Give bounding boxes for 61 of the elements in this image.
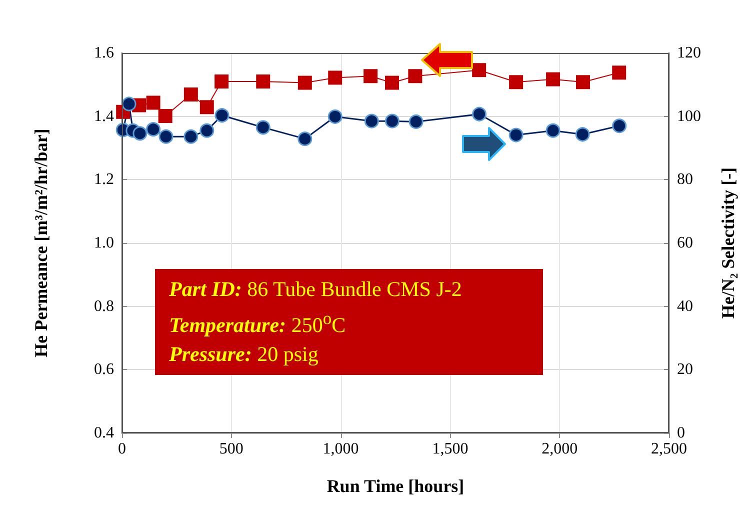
annotation: Temperature: 250$^{o}$C: [169, 308, 346, 337]
point: [158, 129, 174, 144]
point: [256, 120, 270, 135]
annotation: Pressure: 20 psig: [169, 342, 318, 366]
x-tick-label: 1,500: [432, 440, 468, 458]
point: [546, 72, 560, 86]
annotation: Part ID: 86 Tube Bundle CMS J-2: [169, 277, 462, 301]
y2-tick-label: 80: [677, 171, 693, 188]
point: [546, 123, 560, 138]
point: [472, 106, 487, 122]
note-box: Part ID: 86 Tube Bundle CMS J-2 Temperature: 250$^{o}$C Pressure: 20 psig: [155, 269, 543, 375]
point: [408, 114, 424, 129]
point: [122, 96, 136, 112]
point: [408, 69, 422, 84]
x-tick-label: 1,000: [322, 440, 359, 458]
y-tick-label: 1.6: [94, 44, 114, 62]
point: [364, 114, 379, 128]
point: [214, 108, 230, 123]
point: [146, 96, 160, 110]
x-axis-title: Run Time [hours]: [326, 476, 464, 496]
y2-tick-label: 0: [677, 424, 685, 442]
y2-axis-title: He/N₂ Selectivity [-]: [718, 167, 738, 319]
y-tick-label: 0.6: [94, 361, 114, 378]
point: [508, 128, 524, 142]
y2-tick-label: 100: [677, 108, 701, 125]
point: [328, 109, 342, 124]
y-tick-label: 1.0: [94, 234, 114, 252]
point: [576, 75, 590, 90]
point: [472, 63, 486, 78]
y2-tick-label: 60: [677, 234, 693, 252]
point: [509, 75, 524, 90]
y-axis-title: He Permeance [m³/m²/hr/bar]: [31, 128, 51, 358]
x-tick-label: 2,500: [651, 440, 687, 458]
point: [384, 114, 400, 128]
point: [200, 123, 214, 138]
point: [298, 132, 312, 146]
x-tick-label: 2,000: [542, 440, 578, 458]
y-tick-label: 1.4: [94, 108, 114, 125]
x-tick-label: 0: [118, 440, 126, 458]
point: [214, 74, 229, 88]
y-tick-label: 1.2: [94, 171, 114, 188]
point: [184, 87, 198, 102]
point: [364, 69, 378, 84]
point: [132, 126, 148, 141]
point: [612, 66, 626, 80]
point: [146, 122, 161, 137]
point: [575, 127, 590, 142]
point: [200, 100, 214, 114]
point: [385, 76, 399, 90]
x-tick-label: 500: [219, 440, 244, 458]
point: [328, 70, 342, 85]
point: [256, 74, 270, 88]
point: [158, 109, 172, 124]
point: [184, 129, 198, 144]
y2-tick-label: 40: [677, 298, 693, 315]
point: [298, 76, 312, 90]
y2-tick-label: 120: [677, 44, 701, 62]
point: [612, 118, 627, 134]
y2-tick-label: 20: [677, 361, 693, 378]
y-tick-label: 0.4: [94, 424, 114, 442]
y-tick-label: 0.8: [94, 298, 114, 315]
